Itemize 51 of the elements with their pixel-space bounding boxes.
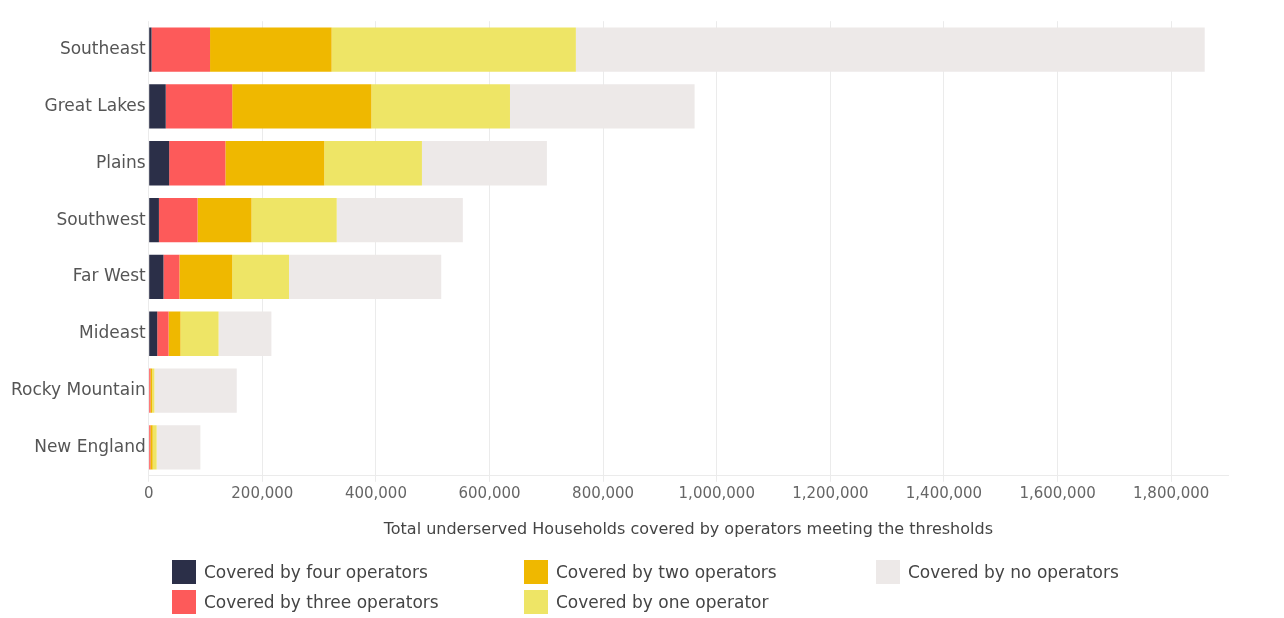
bar	[180, 311, 219, 356]
bar	[165, 84, 233, 129]
legend-label: Covered by three operators	[204, 592, 439, 612]
y-tick-label: New England	[34, 435, 146, 456]
bar	[232, 254, 290, 300]
x-tick-label: 1,200,000	[792, 483, 869, 502]
bar	[154, 368, 237, 413]
x-tick-label: 1,600,000	[1019, 483, 1096, 502]
y-tick-label: Plains	[95, 151, 146, 172]
bar	[149, 141, 170, 186]
y-tick-label: Southwest	[56, 208, 147, 229]
y-tick-label: Great Lakes	[44, 94, 146, 115]
x-axis-title: Total underserved Households covered by operators meeting the thresholds	[382, 518, 993, 538]
x-tick-label: 1,800,000	[1133, 483, 1210, 502]
bar	[232, 84, 372, 129]
x-tick-label: 400,000	[344, 483, 407, 502]
bar	[371, 84, 510, 129]
bar	[149, 254, 164, 300]
legend-label: Covered by one operator	[556, 592, 769, 612]
bar	[151, 27, 211, 72]
legend-label: Covered by four operators	[204, 562, 428, 582]
x-tick-label: 0	[143, 483, 154, 502]
bar	[225, 141, 325, 186]
bar	[168, 311, 181, 356]
bar	[210, 27, 332, 72]
bar	[152, 425, 157, 470]
x-tick-label: 1,000,000	[678, 483, 755, 502]
legend-label: Covered by two operators	[556, 562, 777, 582]
bar	[251, 197, 337, 243]
bar	[331, 27, 576, 72]
bar	[197, 197, 252, 243]
bar	[163, 254, 180, 300]
bar	[156, 425, 201, 470]
x-tick-label: 600,000	[458, 483, 521, 502]
bar	[149, 311, 158, 356]
legend-label: Covered by no operators	[908, 562, 1119, 582]
bar	[157, 311, 169, 356]
bar	[149, 27, 152, 72]
bar	[324, 141, 422, 186]
x-tick-label: 1,400,000	[905, 483, 983, 502]
bar	[179, 254, 233, 300]
y-tick-label: Rocky Mountain	[10, 378, 146, 399]
y-tick-label: Mideast	[79, 322, 147, 343]
y-tick-label: Far West	[72, 265, 147, 286]
bar	[169, 141, 226, 186]
x-tick-label: 200,000	[231, 483, 294, 502]
y-tick-label: Southeast	[59, 38, 147, 59]
x-tick-label: 800,000	[572, 483, 635, 502]
bar	[149, 84, 166, 129]
bar	[158, 197, 198, 243]
bar	[149, 197, 159, 243]
